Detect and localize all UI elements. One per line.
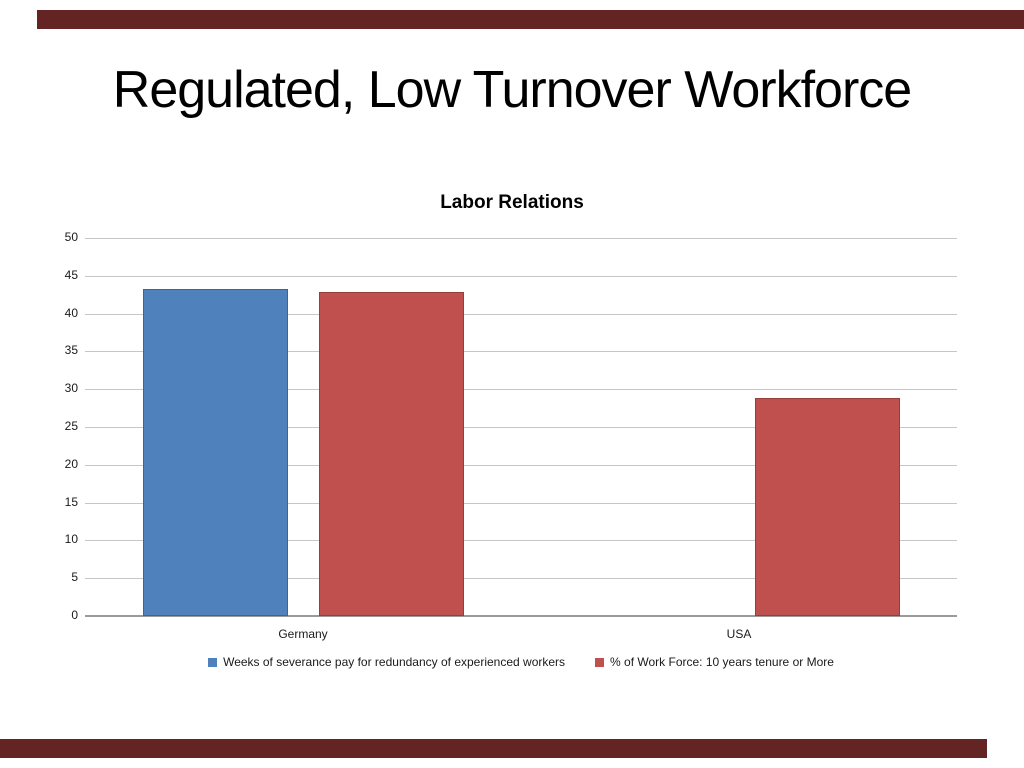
legend-label: Weeks of severance pay for redundancy of… (223, 655, 566, 669)
y-axis-tick-label: 35 (64, 343, 78, 358)
gridline (85, 464, 957, 466)
y-axis-tick-label: 10 (64, 532, 78, 547)
gridline (85, 275, 957, 277)
bar-germany-series-2 (318, 292, 464, 616)
gridline (85, 502, 957, 504)
y-axis-tick-label: 45 (64, 267, 78, 282)
top-decor-bar (37, 10, 1024, 29)
legend-swatch-icon (595, 657, 605, 667)
y-axis-tick-label: 15 (64, 494, 78, 509)
legend-item-1: Weeks of severance pay for redundancy of… (208, 655, 565, 669)
y-axis-tick-label: 40 (64, 305, 78, 320)
legend-item-2: % of Work Force: 10 years tenure or More (595, 655, 834, 669)
y-axis-tick-label: 30 (64, 381, 78, 396)
gridline (85, 389, 957, 391)
y-axis-tick-label: 50 (64, 230, 78, 244)
bar-usa-series-2 (754, 397, 900, 616)
legend-swatch-icon (208, 657, 218, 667)
gridline (85, 540, 957, 542)
x-category-label: Germany (278, 627, 328, 641)
bar-germany-series-1 (142, 288, 288, 616)
bottom-decor-bar (0, 739, 987, 758)
chart-title: Labor Relations (440, 192, 584, 213)
x-axis-line (85, 615, 957, 617)
chart-legend: Weeks of severance pay for redundancy of… (85, 655, 957, 669)
legend-label: % of Work Force: 10 years tenure or More (610, 655, 834, 669)
gridline (85, 578, 957, 580)
gridline (85, 351, 957, 353)
x-category-label: USA (726, 627, 752, 641)
y-axis-tick-label: 20 (64, 456, 78, 471)
gridline (85, 313, 957, 315)
y-axis-tick-label: 0 (71, 608, 78, 622)
gridline (85, 238, 957, 239)
slide-title: Regulated, Low Turnover Workforce (112, 61, 912, 119)
y-axis-tick-label: 5 (71, 570, 78, 585)
gridline (85, 427, 957, 428)
y-axis-tick-label: 25 (64, 419, 78, 433)
